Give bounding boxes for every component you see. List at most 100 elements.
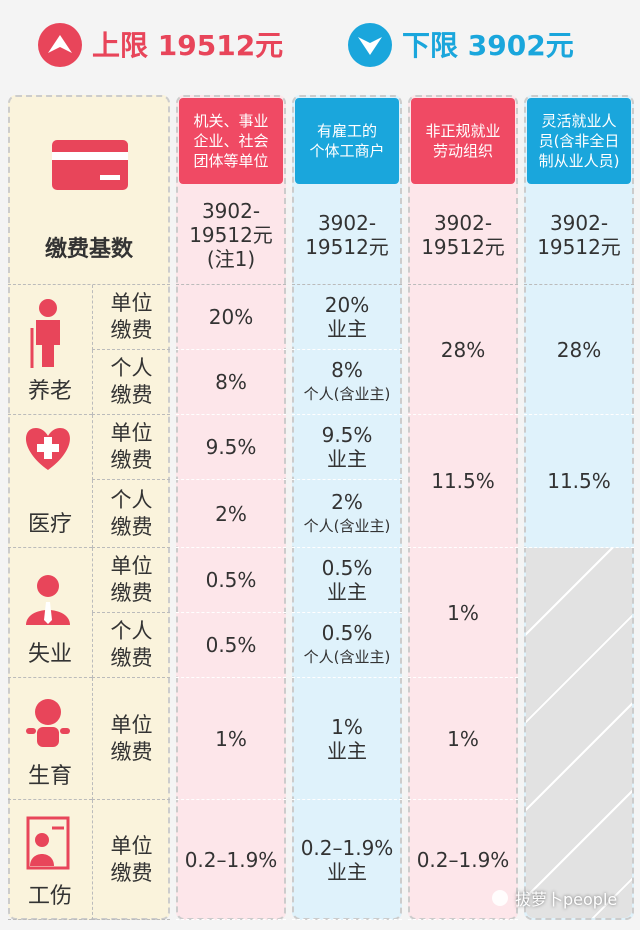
text: 缴费 bbox=[110, 646, 153, 670]
insurance-name: 失业 bbox=[8, 548, 92, 678]
text: 0.5% bbox=[321, 621, 373, 645]
value-cell: 1% bbox=[176, 678, 286, 800]
value-cell: 1% bbox=[408, 678, 518, 800]
text: 缴费 bbox=[110, 318, 153, 342]
text: 缴费 bbox=[110, 383, 153, 407]
base-cell: 3902- 19512元 bbox=[408, 185, 518, 285]
text: 企业、社会 bbox=[193, 132, 269, 150]
value-cell: 0.5% 个人(含业主) bbox=[292, 613, 402, 678]
value-cell: 11.5% bbox=[524, 415, 634, 548]
watermark: 拔萝卜people bbox=[515, 890, 618, 909]
item-label: 个人 缴费 bbox=[92, 350, 170, 415]
value-cell: 9.5% 业主 bbox=[292, 415, 402, 480]
not-applicable bbox=[526, 548, 632, 918]
text: 1% bbox=[447, 726, 479, 751]
value-cell: 0.5% bbox=[176, 548, 286, 613]
text: 员(含非全日 bbox=[538, 132, 620, 150]
base-label: 缴费基数 bbox=[8, 185, 170, 285]
text: 业主 bbox=[327, 580, 367, 604]
text: 个人 bbox=[110, 619, 153, 643]
text: 3902- bbox=[549, 210, 609, 235]
insurance-name: 养老 bbox=[8, 285, 92, 415]
column bbox=[292, 95, 402, 920]
value-cell: 8% 个人(含业主) bbox=[292, 350, 402, 415]
text: 0.5% bbox=[321, 556, 373, 580]
insurance-name: 医疗 bbox=[8, 415, 92, 548]
text: 缴费 bbox=[110, 739, 153, 764]
text: 单位 bbox=[110, 833, 153, 858]
text: 3902- bbox=[433, 210, 493, 235]
text: 19512元 bbox=[421, 234, 505, 259]
text: 业主 bbox=[327, 859, 367, 884]
value-cell: 0.2–1.9% 业主 bbox=[292, 800, 402, 920]
text: 单位 bbox=[110, 421, 153, 445]
value-cell: 2% 个人(含业主) bbox=[292, 480, 402, 548]
text: 11.5% bbox=[547, 469, 611, 493]
text: 业主 bbox=[327, 738, 367, 763]
text: 缴费 bbox=[110, 514, 153, 539]
value-cell: 11.5% bbox=[408, 415, 518, 548]
insurance-name: 工伤 bbox=[8, 800, 92, 920]
text: 缴费 bbox=[110, 860, 153, 885]
text: (注1) bbox=[206, 246, 256, 271]
item-label: 单位 缴费 bbox=[92, 800, 170, 920]
value-cell: 28% bbox=[408, 285, 518, 415]
text: 28% bbox=[440, 337, 486, 362]
text: 20% bbox=[324, 293, 370, 317]
text: 0.2–1.9% bbox=[416, 847, 510, 872]
text: 个人 bbox=[110, 487, 153, 512]
base-cell: 3902- 19512元 bbox=[524, 185, 634, 285]
value-cell: 2% bbox=[176, 480, 286, 548]
text: 单位 bbox=[110, 554, 153, 578]
left-column bbox=[8, 95, 170, 920]
upper-limit: 上限 19512元 bbox=[92, 29, 284, 62]
value-cell: 8% bbox=[176, 350, 286, 415]
text: 单位 bbox=[110, 712, 153, 737]
text: 19512元 bbox=[305, 234, 389, 259]
text: 业主 bbox=[327, 317, 367, 341]
text: 1% bbox=[215, 726, 247, 751]
column-header: 机关、事业企业、社会团体等单位 bbox=[179, 98, 283, 184]
text: 团体等单位 bbox=[193, 152, 269, 170]
text: 劳动组织 bbox=[432, 142, 493, 160]
text: 1% bbox=[447, 600, 479, 625]
column bbox=[176, 95, 286, 920]
value-cell: 0.5% 业主 bbox=[292, 548, 402, 613]
text: 3902- bbox=[201, 198, 261, 223]
item-label: 单位 缴费 bbox=[92, 678, 170, 800]
value-cell: 20% bbox=[176, 285, 286, 350]
base-cell: 3902- 19512元 (注1) bbox=[176, 185, 286, 285]
lower-limit: 下限 3902元 bbox=[402, 29, 574, 62]
text: 业主 bbox=[327, 447, 367, 471]
value-cell: 1% bbox=[408, 548, 518, 678]
text: 机关、事业 bbox=[193, 112, 269, 130]
value-cell: 0.5% bbox=[176, 613, 286, 678]
value-cell: 0.2–1.9% bbox=[176, 800, 286, 920]
value-cell: 0.2–1.9% bbox=[408, 800, 518, 920]
item-label: 个人 缴费 bbox=[92, 613, 170, 678]
column-header: 灵活就业人 员(含非全日 制从业人员) bbox=[527, 98, 631, 184]
column-header: 有雇工的 个体工商户 bbox=[295, 98, 399, 184]
text: 个体工商户 bbox=[309, 142, 385, 160]
text: 0.5% bbox=[205, 633, 257, 657]
text: 28% bbox=[556, 337, 602, 362]
text: 8% bbox=[215, 370, 247, 394]
item-label: 单位 缴费 bbox=[92, 415, 170, 480]
text: 缴费 bbox=[110, 448, 153, 472]
text: 个人(含业主) bbox=[303, 648, 391, 666]
column-header: 非正规就业 劳动组织 bbox=[411, 98, 515, 184]
item-label: 单位 缴费 bbox=[92, 285, 170, 350]
text: 灵活就业人 bbox=[541, 112, 617, 130]
text: 9.5% bbox=[321, 423, 373, 447]
item-label: 单位 缴费 bbox=[92, 548, 170, 613]
text: 19512元 bbox=[537, 234, 621, 259]
text: 非正规就业 bbox=[425, 122, 501, 140]
text: 个人 bbox=[110, 356, 153, 380]
text: 20% bbox=[208, 305, 254, 329]
value-cell: 20% 业主 bbox=[292, 285, 402, 350]
text: 个人(含业主) bbox=[303, 516, 391, 535]
